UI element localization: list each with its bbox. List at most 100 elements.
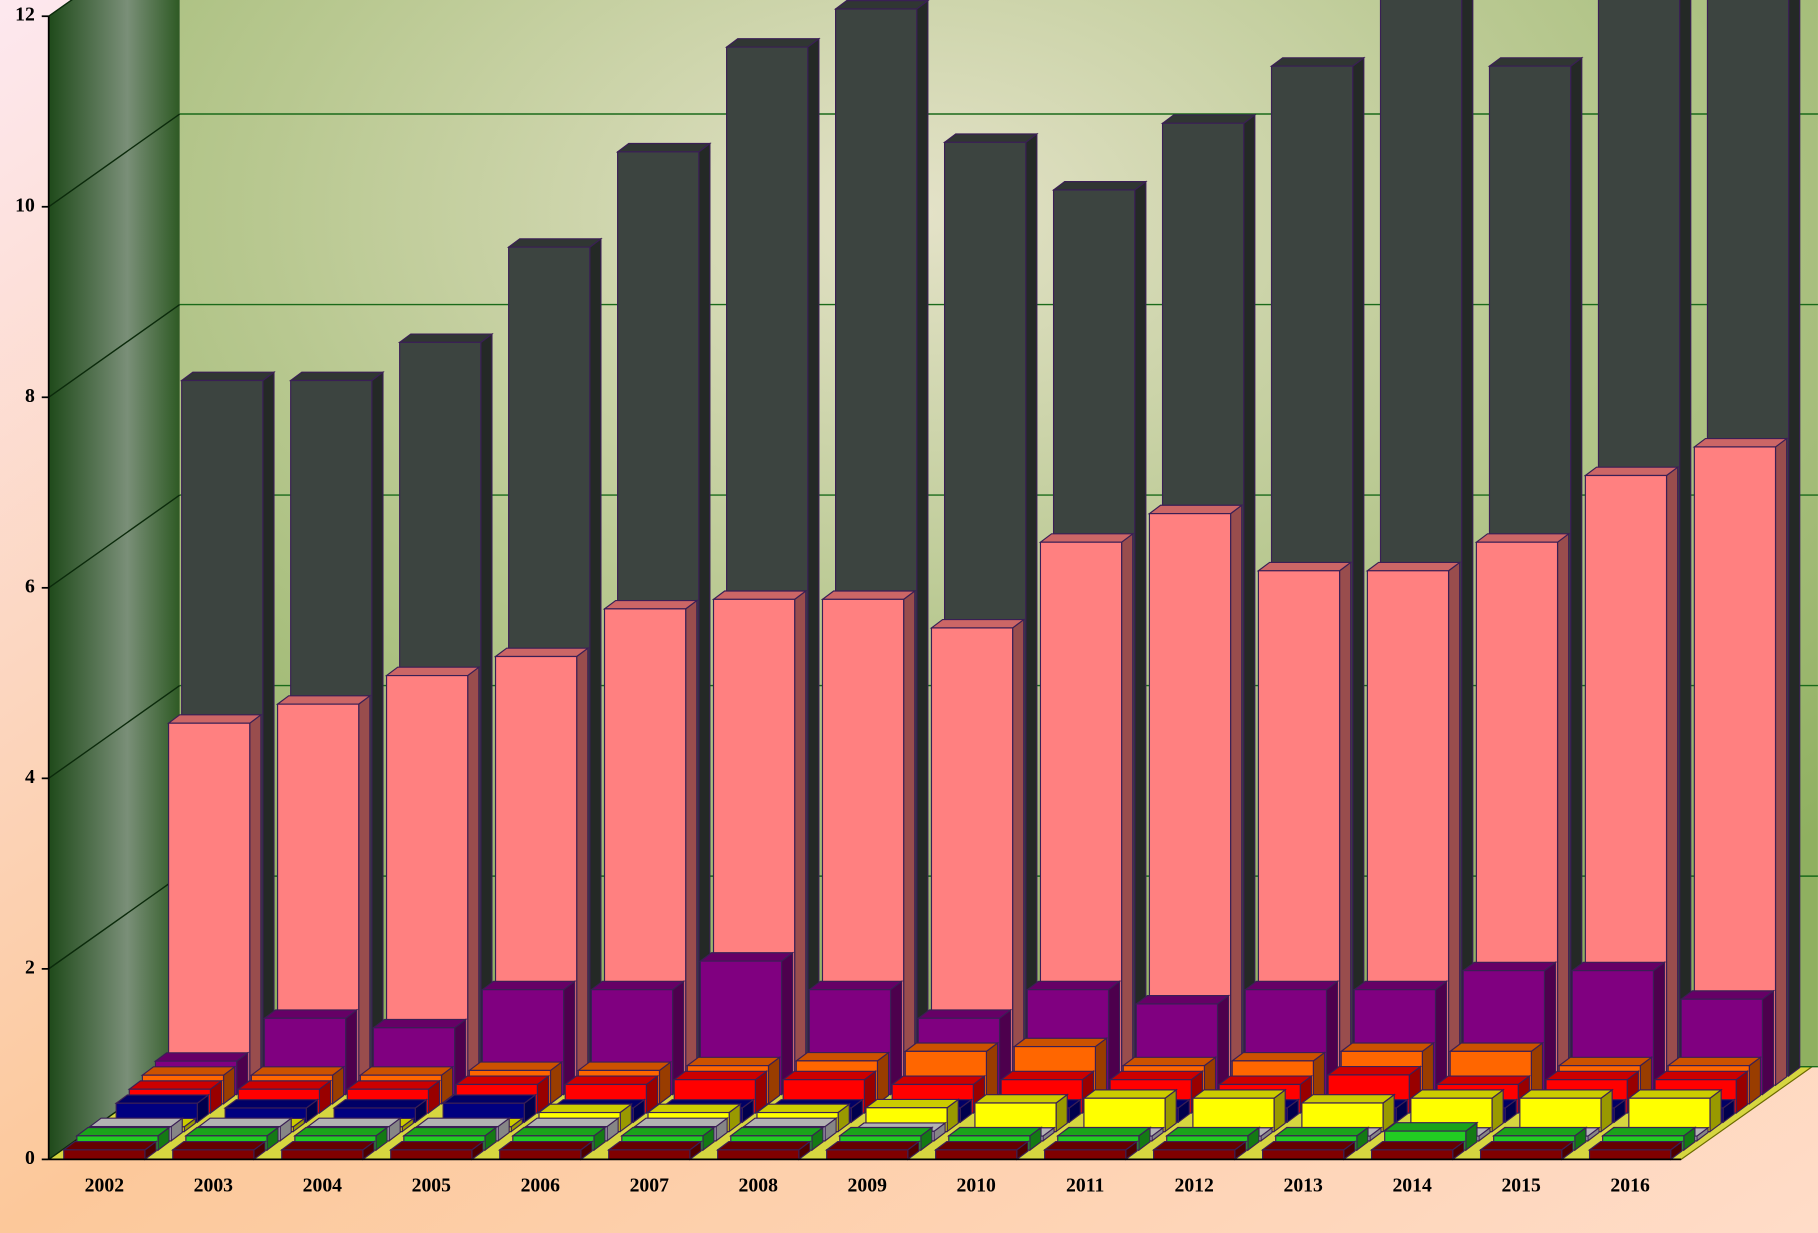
- bar-top: [838, 1126, 934, 1137]
- plot: 0 2 4 6 8 10 12 2002 2003 2004 2005 2006 2007 2008 200…: [15, 0, 1818, 1197]
- bar-top: [833, 0, 930, 10]
- bar-front: [1153, 1149, 1236, 1160]
- bar-front: [1370, 1149, 1454, 1160]
- bar-top: [794, 1051, 891, 1062]
- bar-side: [1761, 989, 1775, 1096]
- bar-top: [384, 666, 481, 677]
- bar-front: [1044, 1149, 1127, 1160]
- bar-top: [88, 1117, 185, 1128]
- bar: [715, 1140, 812, 1161]
- bar-top: [1570, 961, 1667, 972]
- bar: [114, 1093, 211, 1124]
- bar: [1692, 437, 1789, 1087]
- bar-top: [755, 1103, 852, 1114]
- bar-top: [524, 1117, 620, 1128]
- bar-top: [933, 1140, 1030, 1151]
- bar-side: [1230, 504, 1243, 1087]
- bar-top: [820, 590, 917, 600]
- side-grid-line: [48, 494, 181, 589]
- bar-top: [589, 980, 686, 991]
- side-wall: [48, 0, 180, 1160]
- bar-top: [179, 371, 276, 382]
- bar-top: [916, 1009, 1013, 1019]
- bar-top: [1666, 1056, 1763, 1067]
- bar-top: [1051, 181, 1148, 191]
- bar-top: [1108, 1070, 1205, 1081]
- bar-top: [262, 1009, 359, 1019]
- bar-front: [1301, 1102, 1384, 1133]
- bar-top: [1461, 961, 1558, 972]
- bar-top: [140, 1066, 237, 1076]
- side-grid-line: [48, 113, 181, 208]
- bar-side: [589, 237, 602, 1078]
- bar-top: [1518, 1089, 1614, 1099]
- side-grid-line: [48, 685, 181, 779]
- bar-top: [402, 1126, 498, 1137]
- bar-side: [1570, 56, 1583, 1078]
- bar-side: [371, 370, 384, 1078]
- bar-top: [742, 1117, 838, 1128]
- bar: [1260, 1140, 1357, 1161]
- x-tick-label: 2013: [1283, 1175, 1323, 1197]
- x-tick-label: 2011: [1066, 1175, 1104, 1197]
- bar-top: [1055, 1126, 1152, 1137]
- bar-front: [385, 674, 469, 1086]
- bar-top: [306, 1117, 402, 1128]
- bar: [388, 1140, 485, 1161]
- bar-top: [620, 1126, 716, 1137]
- y-tick-label: 8: [25, 385, 35, 407]
- bar-side: [903, 589, 916, 1087]
- bar-top: [1382, 1122, 1479, 1132]
- bar-top: [397, 333, 494, 343]
- bar-top: [946, 1126, 1043, 1137]
- bar-top: [1339, 1042, 1436, 1052]
- bar-side: [358, 694, 371, 1087]
- y-tick-label: 0: [25, 1147, 35, 1169]
- bar-side: [1665, 466, 1679, 1087]
- bar-top: [615, 142, 712, 153]
- y-tick-label: 4: [25, 766, 35, 788]
- bar-top: [903, 1042, 1000, 1052]
- bar: [279, 1140, 376, 1161]
- bar-top: [511, 1126, 607, 1137]
- bar-front: [281, 1149, 364, 1160]
- x-tick-label: 2008: [739, 1175, 779, 1197]
- bar-front: [935, 1149, 1018, 1160]
- bar-side: [480, 332, 493, 1078]
- bar: [606, 1140, 703, 1161]
- bar-top: [1491, 1126, 1588, 1137]
- bar-top: [685, 1056, 782, 1067]
- bar-side: [467, 666, 480, 1087]
- bar-side: [1134, 180, 1147, 1078]
- bar: [62, 1140, 158, 1161]
- bar-top: [1600, 1126, 1697, 1137]
- bar-top: [1243, 980, 1340, 991]
- bar-top: [973, 1094, 1069, 1104]
- bar-top: [358, 1066, 455, 1076]
- bar: [929, 618, 1026, 1087]
- bar-top: [807, 980, 904, 991]
- y-tick-label: 6: [25, 575, 35, 597]
- bar-top: [1147, 504, 1244, 515]
- bar-top: [711, 590, 808, 600]
- x-tick-label: 2014: [1392, 1175, 1432, 1197]
- x-tick-label: 2003: [194, 1175, 234, 1197]
- bar-front: [1192, 1097, 1275, 1133]
- bar-front: [1083, 1097, 1166, 1133]
- bar-top: [153, 1052, 250, 1062]
- bar-top: [724, 38, 821, 48]
- bar-side: [685, 599, 698, 1087]
- bar-front: [1479, 1149, 1563, 1160]
- bar-front: [826, 1149, 909, 1160]
- bar-front: [1628, 1097, 1711, 1133]
- bar-side: [345, 1008, 358, 1096]
- bar-top: [1260, 1140, 1357, 1151]
- bar-top: [1692, 438, 1789, 448]
- y-tick-label: 2: [25, 956, 35, 978]
- bar-top: [1557, 1056, 1654, 1067]
- bar: [1587, 1140, 1684, 1161]
- bar-top: [646, 1103, 743, 1114]
- bar-top: [506, 238, 603, 248]
- bar-top: [197, 1117, 293, 1128]
- bar-front: [1588, 1149, 1672, 1160]
